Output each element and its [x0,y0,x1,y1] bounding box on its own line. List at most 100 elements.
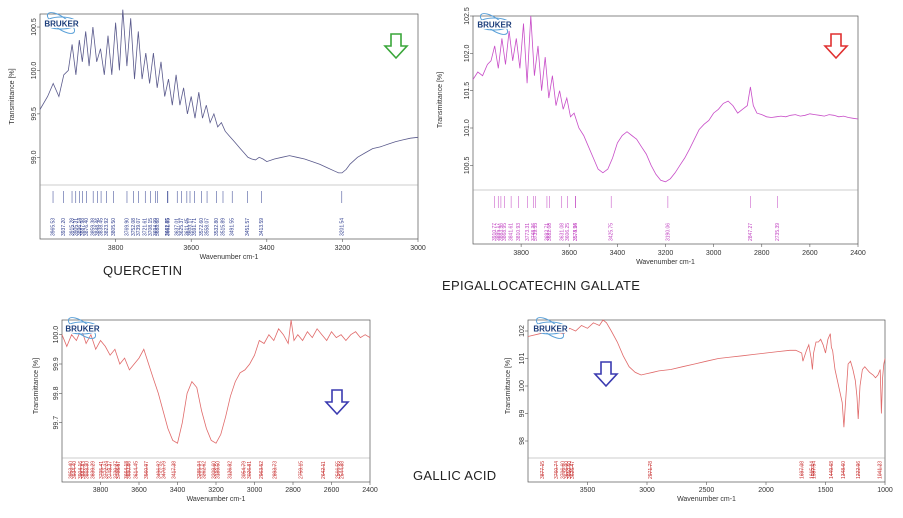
y-tick-label: 98 [519,437,526,445]
peak-label: 3650.66 [127,461,133,479]
peak-label: 3823.92 [104,218,110,236]
peak-label: 3560.97 [144,461,150,479]
x-tick-label: 3400 [170,487,186,494]
peak-label: 3868.95 [502,223,508,241]
peak-label: 2893.73 [272,461,278,479]
x-tick-label: 2600 [802,250,818,257]
y-tick-label: 99.5 [31,107,38,121]
peak-label: 3752.08 [131,218,137,236]
peak-label: 3772.24 [103,461,109,479]
peak-label: 1597.54 [811,461,817,479]
peak-label: 3887.98 [80,218,86,236]
peak-label: 3625.37 [179,218,185,236]
bruker-logo: BRUKER [476,13,513,35]
peak-label: 3515.89 [220,218,226,236]
y-axis-title: Transmittance [%] [33,358,40,414]
quercetin-spectrum-panel: 99.0 99.5 100.0 100.5 3800 3600 3400 3200 3000 Wa… [0,4,430,272]
peak-label: 3877.15 [540,461,546,479]
peak-label: 2566.55 [335,461,341,479]
plot-frame [472,15,859,245]
peak-label: 1222.96 [856,461,862,479]
peak-label: 1348.60 [841,461,847,479]
x-tick-label: 2600 [324,487,340,494]
bruker-logo: BRUKER [43,12,80,34]
logo-plate [64,324,101,333]
spectrum-line [472,15,859,183]
peak-label: 3915.28 [70,218,76,236]
quercetin-spectrum-chart: 99.0 99.5 100.0 100.5 3800 3600 3400 3200 3000 Wa… [9,9,426,261]
y-tick-label: 100.5 [31,18,38,36]
x-tick-label: 1500 [818,487,834,494]
peak-label: 3126.92 [228,461,234,479]
peak-label: 3603.17 [188,218,194,236]
peak-label: 3795.41 [99,461,105,479]
peak-label: 3769.90 [124,218,130,236]
peak-label: 3720.27 [113,461,119,479]
peak-label: 3637.01 [175,218,181,236]
arrow-down-icon [324,389,350,416]
bruker-logo: BRUKER [64,317,101,339]
peak-label: 3189.50 [216,461,222,479]
peak-label: 3425.75 [609,223,615,241]
peak-label: 3688.68 [155,218,161,236]
peak-label: 3721.61 [143,218,149,236]
peak-label: 3413.59 [259,218,265,236]
x-tick-label: 3400 [610,250,626,257]
arrow-down-icon [383,33,409,60]
caption-gallic-acid: GALLIC ACID [413,468,497,483]
x-tick-label: 2800 [285,487,301,494]
peak-label: 3496.92 [156,461,162,479]
peak-label: 3773.31 [525,223,531,241]
peak-label: 3739.55 [533,223,539,241]
peak-label: 3026.81 [247,461,253,479]
y-axis-title: Transmittance [%] [9,68,16,124]
x-tick-label: 3600 [131,487,147,494]
caption-epigallocatechin-gallate: EPIGALLOCATECHIN GALLATE [442,278,641,293]
y-tick-label: 101.0 [464,119,471,137]
x-tick-label: 3600 [183,245,199,252]
peak-label: 3470.79 [161,461,167,479]
peak-label: 3262.62 [201,461,207,479]
peak-label: 3591.71 [192,218,198,236]
peak-label: 3491.55 [230,218,236,236]
logo-text: BRUKER [533,325,567,334]
peak-label: 3934.40 [72,461,78,479]
peak-label: 2971.78 [648,461,654,479]
x-tick-label: 3000 [706,250,722,257]
x-tick-label: 2500 [699,487,715,494]
logo-plate [43,19,80,28]
x-tick-label: 1000 [877,487,893,494]
peak-label: 3739.07 [136,218,142,236]
peak-label: 3614.45 [134,461,140,479]
peak-label: 3285.94 [197,461,203,479]
x-axis-title: Wavenumber cm-1 [677,496,736,503]
spectrum-line [61,319,371,444]
y-axis-title: Transmittance [%] [505,358,512,414]
y-tick-label: 99.8 [53,386,60,400]
peak-label: 3841.61 [509,223,515,241]
peak-label: 3705.57 [116,461,122,479]
peak-label: 3887.83 [81,461,87,479]
peak-label: 3606.25 [565,223,571,241]
x-tick-label: 3800 [93,487,109,494]
peak-label: 3805.50 [111,218,117,236]
third-spectrum-chart: 99.7 99.8 99.9 100.0 3800 3600 3400 3200 3000 280… [33,317,378,503]
x-tick-label: 3200 [658,250,674,257]
peak-label: 3676.90 [564,461,570,479]
peak-label: 3839.29 [90,461,96,479]
peak-label: 3573.56 [573,223,579,241]
peak-label: 3965.53 [51,218,57,236]
x-tick-label: 3500 [580,487,596,494]
plot-frame [39,13,419,240]
arrow-down-icon [823,33,849,60]
peak-label: 3611.45 [184,218,190,236]
peak-label: 3760.74 [554,461,560,479]
x-tick-label: 3200 [208,487,224,494]
peak-label: 2963.52 [259,461,265,479]
logo-plate [476,20,513,29]
x-axis-title: Wavenumber cm-1 [636,259,695,266]
peak-label: 1697.08 [800,461,806,479]
peak-label: 3868.90 [85,461,91,479]
peak-label: 2735.39 [775,223,781,241]
y-tick-label: 100 [519,380,526,392]
